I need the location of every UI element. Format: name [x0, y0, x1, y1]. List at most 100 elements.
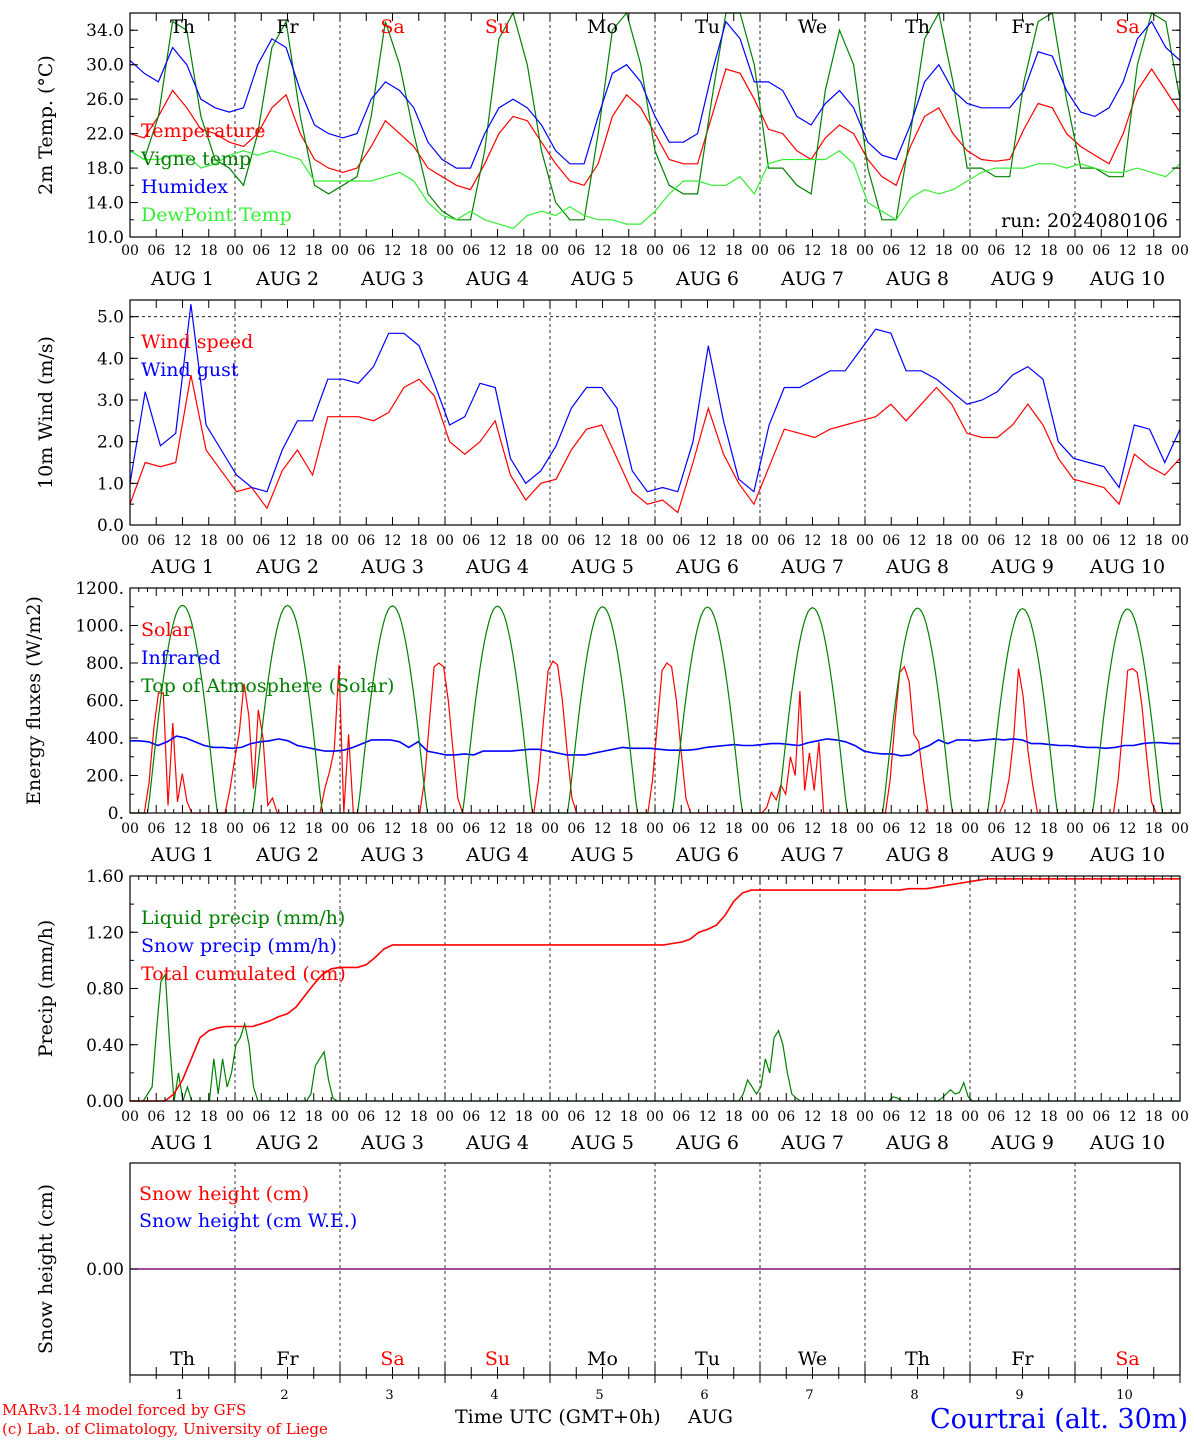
y-tick-label: 1000.: [75, 617, 124, 637]
hour-tick-label: 18: [410, 821, 428, 837]
hour-tick-label: 00: [121, 1109, 139, 1125]
panel-frame: [129, 299, 1181, 526]
hour-tick-label: 06: [357, 1109, 375, 1125]
y-tick-label: 1.60: [86, 867, 124, 887]
hour-tick-label: 18: [1145, 533, 1163, 549]
weekday-label: Su: [485, 1348, 510, 1370]
y-tick-label: 1200.: [75, 579, 124, 599]
day-number-label: 8: [910, 1388, 918, 1403]
hour-tick-label: 18: [935, 821, 953, 837]
hour-tick-label: 18: [935, 243, 953, 259]
hour-tick-label: 18: [725, 821, 743, 837]
hour-tick-label: 18: [305, 533, 323, 549]
day-label: AUG 4: [465, 556, 529, 578]
hour-tick-label: 12: [1119, 533, 1137, 549]
y-tick-label: 2.0: [97, 433, 124, 453]
hour-tick-label: 06: [987, 533, 1005, 549]
hour-tick-label: 06: [462, 533, 480, 549]
hour-tick-label: 12: [804, 821, 822, 837]
hour-tick-label: 18: [200, 1109, 218, 1125]
day-label: AUG 6: [675, 556, 739, 578]
hour-tick-label: 12: [489, 1109, 507, 1125]
legend-temp-0: Temperature: [141, 120, 265, 142]
hour-tick-label: 18: [620, 533, 638, 549]
hour-tick-label: 06: [147, 1109, 165, 1125]
hour-tick-label: 06: [252, 821, 270, 837]
hour-tick-label: 12: [279, 243, 297, 259]
hour-tick-label: 00: [856, 821, 874, 837]
y-tick-label: 10.0: [86, 228, 124, 248]
hour-tick-label: 12: [174, 243, 192, 259]
hour-tick-label: 00: [541, 243, 559, 259]
hour-tick-label: 00: [121, 821, 139, 837]
weekday-label: Su: [485, 16, 510, 38]
hour-tick-label: 12: [384, 533, 402, 549]
y-tick-label: 400.: [86, 729, 124, 749]
hour-tick-label: 12: [384, 821, 402, 837]
day-label: AUG 6: [675, 844, 739, 866]
hour-tick-label: 12: [174, 821, 192, 837]
day-label: AUG 7: [780, 556, 844, 578]
hour-tick-label: 06: [147, 243, 165, 259]
day-label: AUG 10: [1089, 844, 1165, 866]
hour-tick-label: 18: [830, 821, 848, 837]
y-tick-label: 34.0: [86, 21, 124, 41]
hour-tick-label: 00: [331, 821, 349, 837]
legend-wind-0: Wind speed: [141, 331, 253, 353]
hour-tick-label: 00: [646, 533, 664, 549]
hour-tick-label: 12: [804, 533, 822, 549]
y-axis-label: 2m Temp. (°C): [35, 55, 57, 195]
day-label: AUG 2: [255, 844, 319, 866]
day-label: AUG 5: [570, 1132, 634, 1154]
y-tick-label: 30.0: [86, 56, 124, 76]
hour-tick-label: 06: [252, 1109, 270, 1125]
y-tick-label: 0.40: [86, 1036, 124, 1056]
weekday-label: Fr: [1011, 16, 1034, 38]
legend-snow-0: Snow height (cm): [139, 1183, 309, 1205]
day-label: AUG 3: [360, 268, 424, 290]
weekday-label: Sa: [380, 16, 404, 38]
hour-tick-label: 06: [1092, 533, 1110, 549]
hour-tick-label: 06: [252, 243, 270, 259]
y-tick-label: 200.: [86, 767, 124, 787]
hour-tick-label: 06: [987, 243, 1005, 259]
hour-tick-label: 00: [121, 533, 139, 549]
day-label: AUG 3: [360, 556, 424, 578]
hour-tick-label: 06: [567, 243, 585, 259]
hour-tick-label: 12: [489, 243, 507, 259]
y-tick-label: 4.0: [97, 349, 124, 369]
hour-tick-label: 06: [462, 243, 480, 259]
weekday-label: Tu: [695, 1348, 720, 1370]
day-label: AUG 4: [465, 1132, 529, 1154]
hour-tick-label: 18: [1145, 821, 1163, 837]
legend-energy-0: Solar: [141, 619, 193, 641]
series-line-temp-2: [129, 20, 1181, 169]
hour-tick-label: 06: [882, 821, 900, 837]
hour-tick-label: 00: [961, 821, 979, 837]
day-label: AUG 8: [885, 844, 949, 866]
weekday-label: Fr: [1011, 1348, 1034, 1370]
day-number-label: 7: [805, 1388, 813, 1403]
hour-tick-label: 00: [226, 821, 244, 837]
hour-tick-label: 12: [594, 1109, 612, 1125]
weekday-label: Fr: [276, 16, 299, 38]
weekday-label: Th: [905, 16, 930, 38]
y-tick-label: 0.00: [86, 1092, 124, 1112]
hour-tick-label: 06: [252, 533, 270, 549]
hour-tick-label: 00: [226, 533, 244, 549]
day-number-label: 4: [490, 1388, 498, 1403]
day-label: AUG 1: [150, 268, 214, 290]
hour-tick-label: 18: [410, 1109, 428, 1125]
hour-tick-label: 12: [1014, 1109, 1032, 1125]
day-number-label: 2: [280, 1388, 288, 1403]
hour-tick-label: 00: [1066, 533, 1084, 549]
weekday-label: Mo: [587, 1348, 618, 1370]
hour-tick-label: 06: [672, 243, 690, 259]
hour-tick-label: 00: [331, 533, 349, 549]
day-label: AUG 6: [675, 268, 739, 290]
hour-tick-label: 12: [804, 243, 822, 259]
frames-layer: [129, 12, 1181, 1383]
y-tick-label: 600.: [86, 692, 124, 712]
hour-tick-label: 00: [436, 243, 454, 259]
legend-energy-2: Top of Atmosphere (Solar): [141, 675, 394, 697]
